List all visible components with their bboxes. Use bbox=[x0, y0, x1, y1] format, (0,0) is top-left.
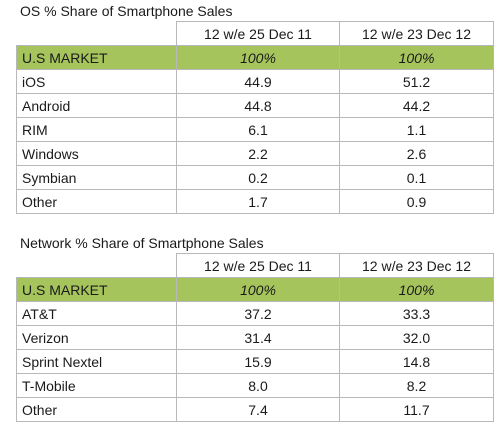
os-share-table: 12 w/e 25 Dec 11 12 w/e 23 Dec 12 U.S MARK… bbox=[16, 21, 494, 214]
os-share-table-row: RIM 6.1 1.1 bbox=[16, 117, 494, 142]
network-share-value-cell: 8.0 bbox=[176, 373, 340, 398]
network-share-value-cell: 100% bbox=[339, 277, 494, 302]
os-share-row-label: iOS bbox=[16, 69, 177, 94]
network-share-column-header bbox=[16, 253, 177, 278]
os-share-table-row: U.S MARKET 100% 100% bbox=[16, 45, 494, 70]
network-share-table-title: Network % Share of Smartphone Sales bbox=[20, 235, 264, 251]
network-share-table-row: Sprint Nextel 15.9 14.8 bbox=[16, 349, 494, 374]
os-share-value-cell: 44.2 bbox=[339, 93, 494, 118]
network-share-value-cell: 11.7 bbox=[339, 397, 494, 422]
network-share-row-label: AT&T bbox=[16, 301, 177, 326]
os-share-column-header: 12 w/e 25 Dec 11 bbox=[176, 21, 340, 46]
os-share-table-row: Symbian 0.2 0.1 bbox=[16, 165, 494, 190]
os-share-value-cell: 51.2 bbox=[339, 69, 494, 94]
os-share-value-cell: 0.9 bbox=[339, 189, 494, 214]
os-share-value-cell: 1.7 bbox=[176, 189, 340, 214]
os-share-value-cell: 100% bbox=[176, 45, 340, 70]
network-share-table: 12 w/e 25 Dec 11 12 w/e 23 Dec 12 U.S MARK… bbox=[16, 253, 494, 422]
os-share-column-header: 12 w/e 23 Dec 12 bbox=[339, 21, 494, 46]
os-share-value-cell: 1.1 bbox=[339, 117, 494, 142]
network-share-column-header: 12 w/e 25 Dec 11 bbox=[176, 253, 340, 278]
os-share-value-cell: 44.8 bbox=[176, 93, 340, 118]
network-share-value-cell: 37.2 bbox=[176, 301, 340, 326]
network-share-value-cell: 100% bbox=[176, 277, 340, 302]
os-share-header-row: 12 w/e 25 Dec 11 12 w/e 23 Dec 12 bbox=[16, 21, 494, 46]
os-share-value-cell: 0.1 bbox=[339, 165, 494, 190]
os-share-column-header bbox=[16, 21, 177, 46]
network-share-header-row: 12 w/e 25 Dec 11 12 w/e 23 Dec 12 bbox=[16, 253, 494, 278]
network-share-row-label: Sprint Nextel bbox=[16, 349, 177, 374]
network-share-table-row: AT&T 37.2 33.3 bbox=[16, 301, 494, 326]
network-share-column-header: 12 w/e 23 Dec 12 bbox=[339, 253, 494, 278]
os-share-table-title: OS % Share of Smartphone Sales bbox=[20, 3, 233, 19]
network-share-value-cell: 14.8 bbox=[339, 349, 494, 374]
os-share-row-label: Symbian bbox=[16, 165, 177, 190]
os-share-table-row: Windows 2.2 2.6 bbox=[16, 141, 494, 166]
network-share-value-cell: 31.4 bbox=[176, 325, 340, 350]
os-share-value-cell: 44.9 bbox=[176, 69, 340, 94]
network-share-table-row: Other 7.4 11.7 bbox=[16, 397, 494, 422]
os-share-value-cell: 0.2 bbox=[176, 165, 340, 190]
network-share-table-row: T-Mobile 8.0 8.2 bbox=[16, 373, 494, 398]
os-share-row-label: Android bbox=[16, 93, 177, 118]
network-share-value-cell: 15.9 bbox=[176, 349, 340, 374]
os-share-table-row: iOS 44.9 51.2 bbox=[16, 69, 494, 94]
os-share-row-label: Windows bbox=[16, 141, 177, 166]
network-share-table-row: U.S MARKET 100% 100% bbox=[16, 277, 494, 302]
os-share-value-cell: 2.6 bbox=[339, 141, 494, 166]
network-share-row-label: U.S MARKET bbox=[16, 277, 177, 302]
os-share-value-cell: 2.2 bbox=[176, 141, 340, 166]
network-share-value-cell: 33.3 bbox=[339, 301, 494, 326]
os-share-value-cell: 100% bbox=[339, 45, 494, 70]
network-share-row-label: T-Mobile bbox=[16, 373, 177, 398]
network-share-row-label: Other bbox=[16, 397, 177, 422]
network-share-value-cell: 8.2 bbox=[339, 373, 494, 398]
os-share-row-label: RIM bbox=[16, 117, 177, 142]
os-share-value-cell: 6.1 bbox=[176, 117, 340, 142]
os-share-table-row: Other 1.7 0.9 bbox=[16, 189, 494, 214]
os-share-table-row: Android 44.8 44.2 bbox=[16, 93, 494, 118]
os-share-row-label: Other bbox=[16, 189, 177, 214]
os-share-row-label: U.S MARKET bbox=[16, 45, 177, 70]
network-share-row-label: Verizon bbox=[16, 325, 177, 350]
network-share-table-row: Verizon 31.4 32.0 bbox=[16, 325, 494, 350]
network-share-value-cell: 7.4 bbox=[176, 397, 340, 422]
network-share-value-cell: 32.0 bbox=[339, 325, 494, 350]
